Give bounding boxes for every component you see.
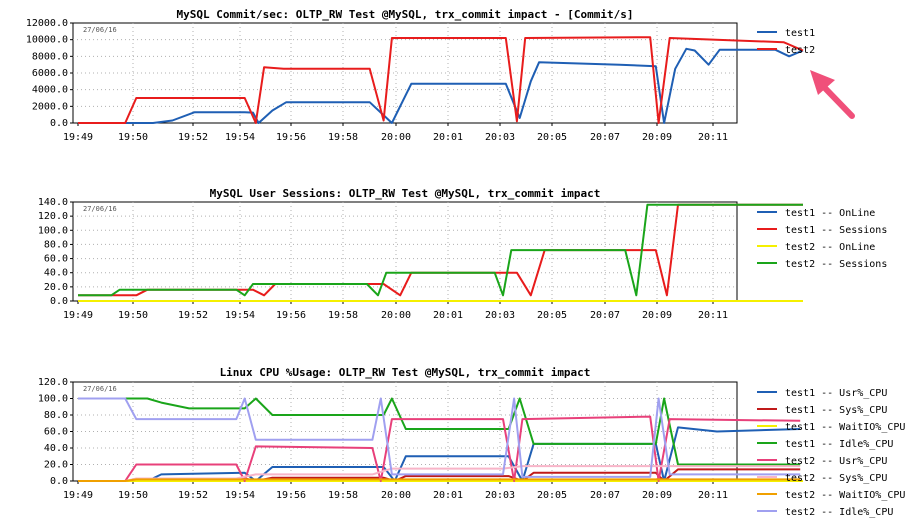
- x-tick-label: 19:58: [328, 490, 358, 501]
- y-tick-label: 120.0: [38, 211, 68, 222]
- x-tick-label: 20:05: [537, 490, 567, 501]
- x-tick-label: 20:11: [698, 310, 728, 321]
- x-tick-label: 19:54: [225, 310, 255, 321]
- legend-entry: test1 -- Sessions: [785, 225, 887, 236]
- legend-entry: test1 -- Sys%_CPU: [785, 405, 887, 416]
- legend-entry: test2: [785, 45, 815, 56]
- legend-entry: test2 -- WaitIO%_CPU: [785, 490, 905, 501]
- series-line-test1: [78, 47, 804, 124]
- x-tick-label: 19:49: [63, 132, 93, 143]
- x-tick-label: 19:56: [276, 132, 306, 143]
- y-tick-label: 40.0: [44, 443, 68, 454]
- x-tick-label: 20:05: [537, 310, 567, 321]
- y-tick-label: 2000.0: [32, 101, 68, 112]
- x-tick-label: 20:00: [381, 310, 411, 321]
- legend-entry: test2 -- Idle%_CPU: [785, 507, 893, 518]
- y-tick-label: 12000.0: [26, 18, 68, 29]
- y-tick-label: 60.0: [44, 254, 68, 265]
- x-tick-label: 20:00: [381, 490, 411, 501]
- y-tick-label: 20.0: [44, 282, 68, 293]
- x-tick-label: 20:07: [590, 132, 620, 143]
- y-tick-label: 120.0: [38, 377, 68, 388]
- y-tick-label: 0.0: [50, 296, 68, 307]
- y-tick-label: 20.0: [44, 460, 68, 471]
- x-tick-label: 19:56: [276, 490, 306, 501]
- chart-panel-1: MySQL Commit/sec: OLTP_RW Test @MySQL, t…: [26, 8, 815, 143]
- x-tick-label: 19:49: [63, 310, 93, 321]
- x-tick-label: 20:07: [590, 490, 620, 501]
- y-tick-label: 80.0: [44, 410, 68, 421]
- legend-entry: test2 -- Sys%_CPU: [785, 473, 887, 484]
- x-tick-label: 19:54: [225, 132, 255, 143]
- x-tick-label: 20:09: [642, 132, 672, 143]
- series-line-test2-sessions: [78, 203, 803, 297]
- annotation-arrow: [810, 70, 855, 119]
- legend-entry: test1 -- WaitIO%_CPU: [785, 422, 905, 433]
- x-tick-label: 20:01: [433, 490, 463, 501]
- series-line-test2-usr-cpu: [78, 415, 801, 482]
- y-tick-label: 140.0: [38, 197, 68, 208]
- y-tick-label: 8000.0: [32, 51, 68, 62]
- date-label: 27/06/16: [83, 26, 117, 34]
- x-tick-label: 19:54: [225, 490, 255, 501]
- arrow-head: [810, 70, 835, 95]
- x-tick-label: 19:52: [178, 132, 208, 143]
- legend-entry: test1 -- Usr%_CPU: [785, 388, 887, 399]
- x-tick-label: 20:00: [381, 132, 411, 143]
- x-tick-label: 20:03: [485, 310, 515, 321]
- x-tick-label: 20:05: [537, 132, 567, 143]
- chart-title: MySQL User Sessions: OLTP_RW Test @MySQL…: [210, 187, 601, 200]
- x-tick-label: 19:52: [178, 490, 208, 501]
- y-tick-label: 6000.0: [32, 68, 68, 79]
- legend-entry: test1: [785, 28, 815, 39]
- x-tick-label: 20:09: [642, 310, 672, 321]
- date-label: 27/06/16: [83, 385, 117, 393]
- x-tick-label: 19:49: [63, 490, 93, 501]
- series-line-test2: [78, 36, 804, 124]
- arrow-shaft: [819, 82, 855, 119]
- chart-panel-3: Linux CPU %Usage: OLTP_RW Test @MySQL, t…: [38, 366, 906, 518]
- y-tick-label: 80.0: [44, 239, 68, 250]
- x-tick-label: 19:50: [118, 310, 148, 321]
- y-tick-label: 10000.0: [26, 35, 68, 46]
- y-tick-label: 4000.0: [32, 85, 68, 96]
- series-line-test1-usr-cpu: [78, 426, 801, 482]
- x-tick-label: 20:01: [433, 132, 463, 143]
- legend-entry: test1 -- Idle%_CPU: [785, 439, 893, 450]
- legend-entry: test2 -- OnLine: [785, 242, 875, 253]
- legend-entry: test2 -- Sessions: [785, 259, 887, 270]
- y-tick-label: 100.0: [38, 394, 68, 405]
- x-tick-label: 19:58: [328, 310, 358, 321]
- chart-title: MySQL Commit/sec: OLTP_RW Test @MySQL, t…: [177, 8, 634, 21]
- x-tick-label: 20:11: [698, 490, 728, 501]
- x-tick-label: 20:03: [485, 490, 515, 501]
- series-line-test1-sessions: [78, 203, 803, 297]
- y-tick-label: 40.0: [44, 268, 68, 279]
- x-tick-label: 19:50: [118, 490, 148, 501]
- x-tick-label: 19:52: [178, 310, 208, 321]
- chart-panel-2: MySQL User Sessions: OLTP_RW Test @MySQL…: [38, 187, 887, 321]
- x-tick-label: 20:03: [485, 132, 515, 143]
- y-tick-label: 60.0: [44, 427, 68, 438]
- series-line-test1-idle-cpu: [78, 397, 801, 466]
- x-tick-label: 20:09: [642, 490, 672, 501]
- series-line-test2-idle-cpu: [78, 397, 801, 478]
- x-tick-label: 20:07: [590, 310, 620, 321]
- legend-entry: test1 -- OnLine: [785, 208, 875, 219]
- y-tick-label: 0.0: [50, 118, 68, 129]
- x-tick-label: 20:01: [433, 310, 463, 321]
- date-label: 27/06/16: [83, 205, 117, 213]
- x-tick-label: 19:58: [328, 132, 358, 143]
- legend-entry: test2 -- Usr%_CPU: [785, 456, 887, 467]
- chart-title: Linux CPU %Usage: OLTP_RW Test @MySQL, t…: [220, 366, 591, 379]
- x-tick-label: 19:50: [118, 132, 148, 143]
- y-tick-label: 0.0: [50, 476, 68, 487]
- x-tick-label: 20:11: [698, 132, 728, 143]
- series-line-test2-waitio-cpu: [78, 478, 801, 482]
- x-tick-label: 19:56: [276, 310, 306, 321]
- y-tick-label: 100.0: [38, 225, 68, 236]
